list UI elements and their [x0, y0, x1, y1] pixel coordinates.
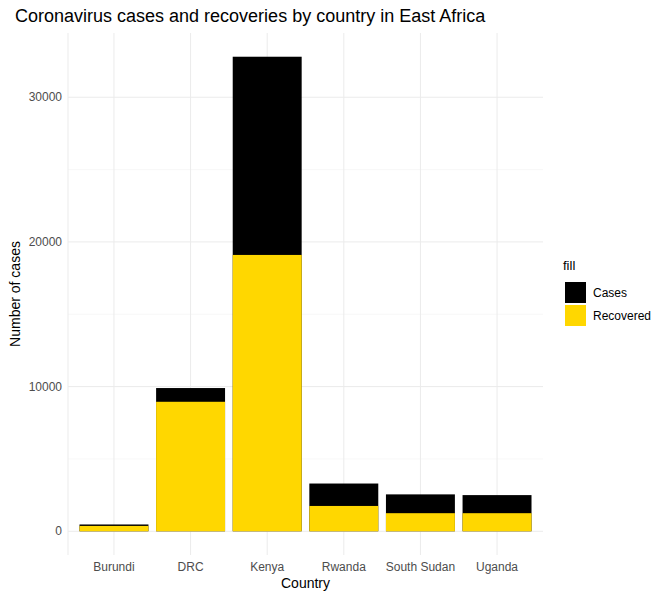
legend-key [565, 305, 586, 326]
grid-line [68, 241, 543, 242]
legend-title: fill [563, 258, 575, 273]
bar [386, 513, 455, 531]
y-tick-label: 0 [55, 524, 62, 538]
chart-root: 0 10000 20000 30000 Burundi DRC Kenya Rwanda Sou… [0, 0, 668, 598]
y-tick-label: 20000 [29, 235, 63, 249]
minor-grid-line [68, 314, 543, 315]
x-tick-label: DRC [178, 560, 204, 574]
bar [463, 513, 532, 531]
x-tick-label: Burundi [93, 560, 134, 574]
legend-key [565, 282, 586, 303]
bar [233, 255, 302, 531]
y-axis-label: Number of cases [7, 241, 23, 347]
x-grid-line [343, 33, 344, 555]
bars [79, 57, 531, 532]
x-tick-label: Kenya [250, 560, 284, 574]
legend-label: Cases [593, 286, 627, 300]
minor-grid-line [68, 458, 543, 459]
bar [156, 402, 225, 531]
x-grid-line [497, 33, 498, 555]
x-tick-label: Rwanda [322, 560, 366, 574]
y-tick-label: 10000 [29, 380, 63, 394]
bar [309, 484, 378, 532]
legend: fill Cases Recovered [563, 258, 651, 326]
grid-line [68, 386, 543, 387]
bar [79, 524, 148, 531]
x-tick-label: South Sudan [386, 560, 455, 574]
bar [233, 57, 302, 532]
legend-label: Recovered [593, 309, 651, 323]
x-grid-line [113, 33, 114, 555]
x-tick-label: Uganda [476, 560, 518, 574]
chart-svg: 0 10000 20000 30000 Burundi DRC Kenya Rwanda Sou… [0, 0, 668, 598]
bar [463, 495, 532, 531]
title: Coronavirus cases and recoveries by coun… [15, 6, 486, 26]
bar [156, 388, 225, 531]
minor-grid-line [68, 169, 543, 170]
bar [386, 494, 455, 531]
bar [79, 526, 148, 531]
bar [309, 506, 378, 531]
y-tick-label: 30000 [29, 90, 63, 104]
x-axis-label: Country [281, 575, 330, 591]
grid-line [68, 97, 543, 98]
y-axis-line [68, 33, 69, 555]
x-grid-line [420, 33, 421, 555]
grid [68, 33, 543, 555]
